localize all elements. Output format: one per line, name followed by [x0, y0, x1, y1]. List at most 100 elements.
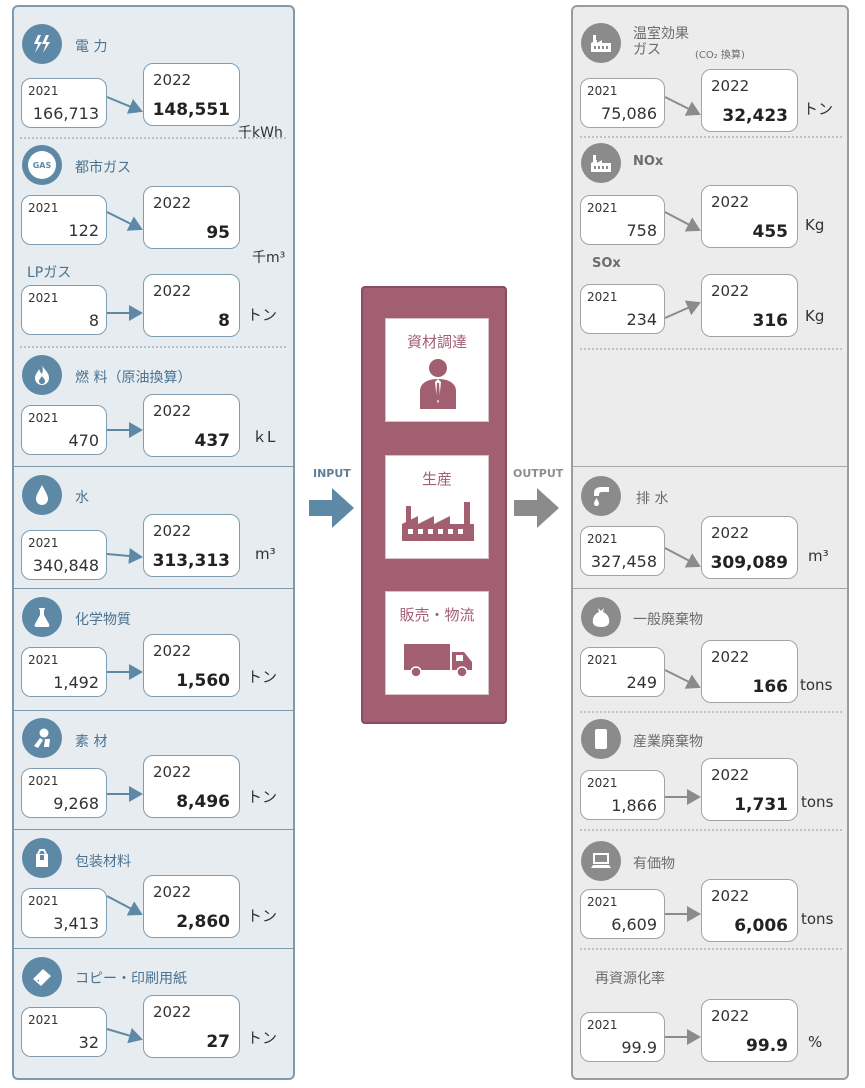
divider	[14, 710, 293, 711]
input-label: LPガス	[27, 265, 72, 281]
value-2022-box: 2022 1,560	[143, 634, 240, 697]
value-2021: 1,866	[611, 796, 657, 815]
divider	[14, 829, 293, 830]
unit-label: tons	[801, 793, 834, 811]
unit-label: 千kWh	[238, 125, 283, 141]
value-2021-box: 2021 3,413	[21, 888, 107, 938]
unit-label: トン	[803, 100, 834, 118]
year-label: 2022	[711, 77, 750, 95]
value-2022-box: 2022 316	[701, 274, 798, 337]
input-label: 包装材料	[75, 854, 131, 870]
value-2021-box: 2021 340,848	[21, 530, 107, 580]
electricity-icon	[22, 24, 62, 64]
value-2021-box: 2021 75,086	[580, 78, 665, 128]
output-label: 温室効果 ガス	[633, 26, 689, 58]
unit-label: tons	[801, 910, 834, 928]
value-2022: 148,551	[152, 100, 230, 120]
output-label: SOx	[592, 256, 621, 271]
output-label: 有価物	[633, 856, 675, 872]
value-2021: 166,713	[32, 104, 99, 123]
value-2022: 99.9	[746, 1036, 788, 1056]
year-label: 2021	[28, 291, 59, 305]
value-2021: 249	[626, 673, 657, 692]
divider	[14, 466, 293, 467]
value-2022: 8	[218, 311, 230, 331]
value-2021: 327,458	[590, 552, 657, 571]
year-label: 2021	[587, 84, 618, 98]
year-label: 2022	[153, 402, 192, 420]
year-label: 2021	[587, 776, 618, 790]
value-2021-box: 2021 758	[580, 195, 665, 245]
value-2021-box: 2021 249	[580, 647, 665, 697]
factory-icon	[402, 502, 474, 541]
value-2022: 2,860	[176, 912, 230, 932]
value-2021: 75,086	[601, 104, 657, 123]
paper-icon	[22, 957, 62, 997]
value-2022-box: 2022 455	[701, 185, 798, 248]
unit-label: トン	[247, 1029, 278, 1047]
package-icon	[22, 838, 62, 878]
input-label: 都市ガス	[75, 160, 131, 176]
sales-logistics-label: 販売・物流	[399, 606, 475, 624]
drum-icon	[581, 719, 621, 759]
year-label: 2022	[711, 524, 750, 542]
year-label: 2022	[153, 642, 192, 660]
year-label: 2021	[587, 895, 618, 909]
input-flow-label: INPUT	[313, 467, 351, 480]
year-label: 2022	[711, 1007, 750, 1025]
divider	[580, 829, 842, 831]
year-label: 2022	[711, 887, 750, 905]
truck-icon	[404, 644, 472, 678]
divider	[580, 136, 842, 138]
value-2021: 8	[88, 311, 99, 330]
divider	[14, 588, 293, 589]
output-label: 再資源化率	[595, 971, 665, 987]
year-label: 2022	[153, 194, 192, 212]
year-label: 2021	[587, 653, 618, 667]
procurement-label: 資材調達	[406, 333, 467, 351]
flame-icon	[22, 355, 62, 395]
value-2021-box: 2021 122	[21, 195, 107, 245]
value-2022: 309,089	[710, 553, 788, 573]
output-flow-label: OUTPUT	[513, 467, 564, 480]
value-2022-box: 2022 166	[701, 640, 798, 703]
divider	[580, 348, 842, 350]
unit-label: トン	[247, 907, 278, 925]
year-label: 2022	[153, 883, 192, 901]
faucet-icon	[581, 476, 621, 516]
computer-icon	[581, 841, 621, 881]
value-2022-box: 2022 27	[143, 995, 240, 1058]
value-2022: 32,423	[722, 106, 788, 126]
unit-label: トン	[247, 788, 278, 806]
value-2022-box: 2022 313,313	[143, 514, 240, 577]
input-label: 水	[75, 490, 89, 506]
divider	[580, 711, 842, 713]
gas-icon: GAS	[22, 145, 62, 185]
value-2022: 316	[752, 311, 789, 331]
divider	[20, 137, 286, 139]
sales-logistics-box: 販売・物流	[385, 591, 489, 695]
year-label: 2022	[711, 193, 750, 211]
trash-bag-icon	[581, 597, 621, 637]
year-label: 2021	[28, 411, 59, 425]
year-label: 2021	[28, 84, 59, 98]
value-2022-box: 2022 309,089	[701, 516, 798, 579]
unit-label: m³	[808, 547, 829, 565]
year-label: 2021	[587, 1018, 618, 1032]
input-flow-arrow	[309, 488, 354, 528]
year-label: 2021	[28, 653, 59, 667]
value-2022: 437	[194, 431, 231, 451]
value-2021: 9,268	[53, 794, 99, 813]
unit-label: Kg	[805, 216, 825, 234]
divider	[573, 588, 847, 589]
value-2021-box: 2021 234	[580, 284, 665, 334]
input-label: コピー・印刷用紙	[75, 971, 187, 987]
process-column: 資材調達 生産 販売・物流	[361, 286, 507, 724]
year-label: 2022	[153, 282, 192, 300]
year-label: 2022	[711, 648, 750, 666]
value-2022-box: 2022 2,860	[143, 875, 240, 938]
value-2021: 340,848	[32, 556, 99, 575]
value-2021: 470	[68, 431, 99, 450]
year-label: 2021	[587, 532, 618, 546]
unit-label: Kg	[805, 307, 825, 325]
